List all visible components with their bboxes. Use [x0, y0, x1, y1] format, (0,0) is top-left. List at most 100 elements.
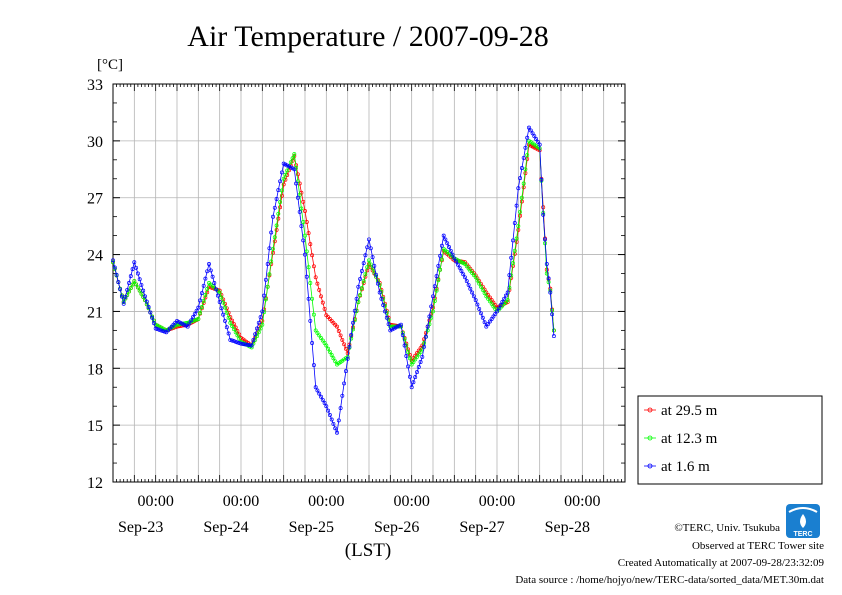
series-point-2 — [239, 341, 243, 346]
series-point-2 — [153, 326, 158, 331]
series-point-1 — [233, 330, 238, 335]
series-point-1 — [320, 338, 325, 343]
series-point-2 — [144, 299, 149, 304]
series-point-2 — [450, 252, 455, 257]
series-point-0 — [311, 264, 316, 269]
series-point-2 — [505, 290, 510, 295]
series-point-2 — [215, 293, 220, 298]
series-point-2 — [226, 331, 231, 336]
series-point-1 — [491, 304, 496, 309]
series-point-2 — [354, 296, 359, 301]
series-point-1 — [230, 324, 235, 328]
series-point-2 — [484, 324, 489, 329]
series-point-2 — [550, 312, 555, 317]
series-point-1 — [205, 287, 210, 291]
series-point-2 — [427, 314, 432, 319]
series-point-2 — [471, 294, 476, 299]
series-point-2 — [363, 253, 368, 258]
series-point-1 — [219, 295, 224, 300]
series-point-2 — [279, 170, 284, 175]
footer-copyright: ©TERC, Univ. Tsukuba — [674, 522, 780, 534]
series-point-1 — [292, 152, 297, 157]
series-point-2 — [345, 356, 350, 361]
y-axis-unit-label: [°C] — [97, 57, 123, 73]
series-point-2 — [251, 337, 256, 342]
x-tick-date-label: Sep-24 — [203, 519, 248, 536]
series-point-2 — [299, 224, 304, 229]
series-point-2 — [276, 188, 281, 193]
series-point-2 — [535, 139, 540, 144]
series-point-2 — [111, 258, 115, 263]
series-point-2 — [118, 287, 123, 292]
series-point-2 — [198, 298, 203, 303]
series-point-2 — [512, 221, 517, 225]
series-point-2 — [459, 269, 464, 273]
series-point-2 — [527, 125, 531, 130]
x-axis-ticks: 00:00 Sep-23 00:00 Sep-24 00:00 Sep-25 00:00 Se… — [112, 84, 626, 536]
series-point-1 — [226, 315, 231, 320]
series-point-1 — [196, 317, 201, 321]
series-point-1 — [475, 278, 480, 283]
series-point-1 — [256, 330, 261, 335]
series-point-2 — [146, 305, 151, 309]
series-point-2 — [258, 315, 263, 320]
series-point-2 — [342, 381, 347, 386]
series-point-2 — [331, 421, 336, 426]
series-point-2 — [487, 319, 492, 324]
series-point-1 — [134, 282, 139, 287]
series-point-2 — [315, 388, 320, 393]
series-point-1 — [299, 206, 304, 211]
series-point-2 — [340, 393, 345, 398]
series-point-1 — [484, 294, 489, 299]
series-point-1 — [194, 317, 199, 322]
series-point-1 — [306, 265, 311, 270]
series-point-1 — [324, 343, 329, 348]
series-point-2 — [148, 310, 153, 315]
series-point-0 — [276, 216, 281, 221]
series-point-2 — [333, 426, 338, 431]
series-point-2 — [249, 343, 254, 348]
x-tick-date-label: Sep-27 — [459, 519, 504, 536]
series-point-2 — [326, 408, 331, 413]
x-tick-date-label: Sep-28 — [545, 519, 590, 536]
series-point-2 — [351, 320, 355, 325]
series-point-0 — [295, 172, 300, 177]
series-point-2 — [525, 135, 530, 140]
y-tick-label: 33 — [87, 77, 103, 94]
series-point-1 — [436, 278, 441, 283]
series-point-2 — [159, 328, 163, 333]
series-point-1 — [331, 356, 336, 361]
series-point-2 — [496, 306, 501, 311]
series-point-2 — [327, 413, 332, 417]
series-point-1 — [479, 284, 483, 289]
series-point-1 — [258, 326, 263, 331]
series-point-2 — [235, 340, 240, 345]
series-line-0 — [112, 143, 555, 362]
series-point-2 — [304, 274, 309, 279]
series-point-1 — [480, 287, 485, 292]
series-point-2 — [375, 281, 380, 286]
series-point-2 — [319, 394, 323, 399]
series-point-2 — [123, 294, 128, 299]
series-point-1 — [363, 272, 368, 277]
series-point-2 — [274, 197, 279, 201]
x-tick-time-label: 00:00 — [393, 493, 429, 510]
series-point-0 — [343, 346, 348, 351]
series-point-1 — [329, 353, 334, 357]
series-point-2 — [521, 155, 526, 160]
legend-box — [637, 395, 823, 485]
series-point-0 — [338, 333, 343, 338]
series-point-2 — [155, 327, 160, 332]
series-point-1 — [431, 309, 435, 314]
series-point-2 — [374, 272, 379, 277]
series-point-2 — [479, 311, 483, 316]
series-point-2 — [493, 312, 498, 316]
series-point-2 — [237, 341, 242, 345]
y-tick-label: 18 — [87, 361, 103, 378]
series-point-2 — [194, 308, 199, 313]
series-point-1 — [303, 233, 307, 238]
series-point-1 — [486, 296, 491, 301]
series-point-2 — [539, 177, 544, 182]
series-point-0 — [317, 287, 322, 292]
